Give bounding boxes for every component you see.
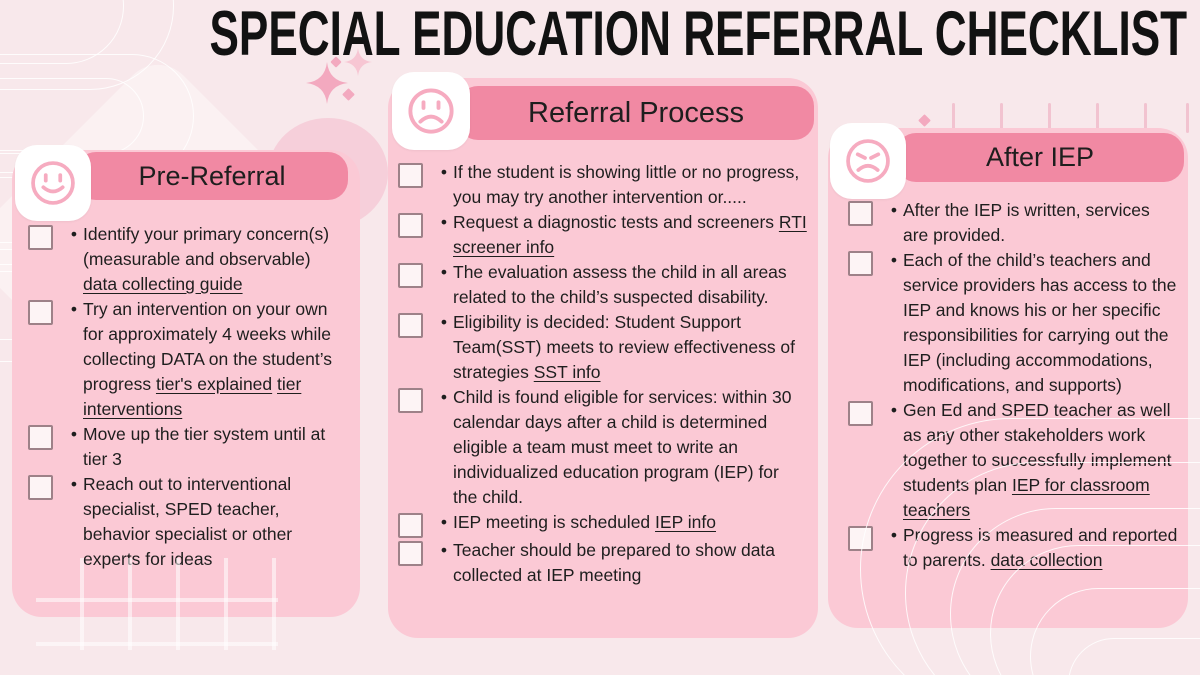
checklist-item: • After the IEP is written, services are … (848, 198, 1178, 248)
text-segment: IEP meeting is scheduled (453, 512, 656, 532)
item-text: Reach out to interventional specialist, … (83, 472, 348, 572)
card-title: After IEP (985, 142, 1095, 172)
text-segment: Child is found eligible for services: wi… (453, 387, 792, 507)
link-tier-interventions[interactable]: tier interventions (83, 374, 302, 419)
item-text: Try an intervention on your own for appr… (83, 297, 348, 422)
checklist-item: • Move up the tier system until at tier 3 (28, 422, 348, 472)
item-text: After the IEP is written, services are p… (903, 198, 1178, 248)
link-sst-info[interactable]: SST info (533, 362, 601, 382)
text-segment: Move up the tier system until at tier 3 (83, 424, 326, 469)
text-segment: Identify your primary concern(s) (measur… (83, 224, 330, 269)
checklist-item: • Try an intervention on your own for app… (28, 297, 348, 422)
item-text: Each of the child’s teachers and service… (903, 248, 1178, 398)
bullet: • (890, 200, 898, 220)
text-segment: Reach out to interventional specialist, … (83, 474, 293, 569)
angry-face-icon (830, 123, 906, 199)
checklist-item: • Teacher should be prepared to show data… (398, 538, 808, 588)
checklist-item: • Identify your primary concern(s) (measu… (28, 222, 348, 297)
card-header-pre-referral: Pre-Referral (76, 152, 348, 200)
checkbox[interactable] (28, 300, 53, 325)
link-data-collecting-guide[interactable]: data collecting guide (83, 274, 243, 294)
card-title: Referral Process (528, 96, 744, 129)
bullet: • (890, 400, 898, 420)
sad-face-icon (392, 72, 470, 150)
bullet: • (440, 512, 448, 532)
bullet: • (70, 224, 78, 244)
page-title-text: SPECIAL EDUCATION REFERRAL CHECKLIST (209, 0, 1188, 69)
checklist-item: • Eligibility is decided: Student Support… (398, 310, 808, 385)
checklist-referral-process: • If the student is showing little or no … (388, 160, 818, 588)
checkbox[interactable] (398, 388, 423, 413)
fringe-line-decoration (1048, 103, 1051, 133)
card-title: Pre-Referral (138, 160, 286, 191)
card-header-referral-process: Referral Process (458, 86, 814, 140)
item-text: Identify your primary concern(s) (measur… (83, 222, 348, 297)
text-segment: Teacher should be prepared to show data … (453, 540, 776, 585)
checklist-item: • Reach out to interventional specialist,… (28, 472, 348, 572)
text-segment: Each of the child’s teachers and service… (903, 250, 1177, 395)
fringe-line-decoration (1096, 103, 1099, 133)
checkbox[interactable] (848, 251, 873, 276)
page-title: SPECIAL EDUCATION REFERRAL CHECKLIST (0, 0, 1200, 68)
checklist-item: • Child is found eligible for services: w… (398, 385, 808, 510)
bullet: • (440, 262, 448, 282)
checkbox[interactable] (398, 263, 423, 288)
sparkle-icon (306, 62, 348, 109)
bullet: • (440, 162, 448, 182)
fringe-line-decoration (1144, 103, 1147, 133)
checkbox[interactable] (28, 425, 53, 450)
link-iep-info[interactable]: IEP info (655, 512, 716, 532)
arc-decoration (0, 78, 144, 154)
item-text: Teacher should be prepared to show data … (453, 538, 808, 588)
checkbox[interactable] (848, 401, 873, 426)
bullet: • (440, 212, 448, 232)
text-segment: Request a diagnostic tests and screeners (453, 212, 779, 232)
bullet: • (440, 312, 448, 332)
checklist-item: • IEP meeting is scheduled IEP info (398, 510, 808, 538)
text-segment: Eligibility is decided: Student Support … (453, 312, 796, 382)
fringe-line-decoration (952, 103, 955, 133)
card-pre-referral: Pre-Referral • Identify your primary conc… (12, 145, 360, 617)
item-text: IEP meeting is scheduled IEP info (453, 510, 808, 535)
bullet: • (890, 250, 898, 270)
card-referral-process: Referral Process • If the student is show… (388, 72, 818, 638)
checklist-item: • If the student is showing little or no … (398, 160, 808, 210)
card-header-after-iep: After IEP (896, 133, 1184, 182)
checkbox[interactable] (398, 513, 423, 538)
item-text: The evaluation assess the child in all a… (453, 260, 808, 310)
item-text: If the student is showing little or no p… (453, 160, 808, 210)
bullet: • (70, 474, 78, 494)
checkbox[interactable] (398, 313, 423, 338)
smiley-face-icon (15, 145, 91, 221)
item-text: Request a diagnostic tests and screeners… (453, 210, 808, 260)
bullet: • (70, 299, 78, 319)
diamond-dot-decoration (918, 114, 931, 127)
text-segment: After the IEP is written, services are p… (903, 200, 1150, 245)
checklist-item: • Request a diagnostic tests and screener… (398, 210, 808, 260)
text-segment: Try an intervention on your own for appr… (83, 299, 333, 394)
text-segment: The evaluation assess the child in all a… (453, 262, 787, 307)
checkbox[interactable] (398, 163, 423, 188)
fringe-line-decoration (1186, 103, 1189, 133)
checklist-pre-referral: • Identify your primary concern(s) (measu… (12, 222, 360, 572)
bullet: • (70, 424, 78, 444)
bullet: • (440, 540, 448, 560)
checkbox[interactable] (28, 225, 53, 250)
checklist-item: • The evaluation assess the child in all … (398, 260, 808, 310)
bullet: • (440, 387, 448, 407)
checklist-item: • Each of the child’s teachers and servic… (848, 248, 1178, 398)
item-text: Child is found eligible for services: wi… (453, 385, 808, 510)
item-text: Eligibility is decided: Student Support … (453, 310, 808, 385)
text-segment: If the student is showing little or no p… (453, 162, 800, 207)
item-text: Move up the tier system until at tier 3 (83, 422, 348, 472)
link-rti-screener-info[interactable]: RTI screener info (453, 212, 807, 257)
fringe-line-decoration (1000, 103, 1003, 133)
checkbox[interactable] (398, 213, 423, 238)
link-tier-s-explained[interactable]: tier's explained (155, 374, 273, 394)
checkbox[interactable] (398, 541, 423, 566)
checkbox[interactable] (848, 201, 873, 226)
sparkle-icon (344, 48, 372, 81)
checkbox[interactable] (28, 475, 53, 500)
